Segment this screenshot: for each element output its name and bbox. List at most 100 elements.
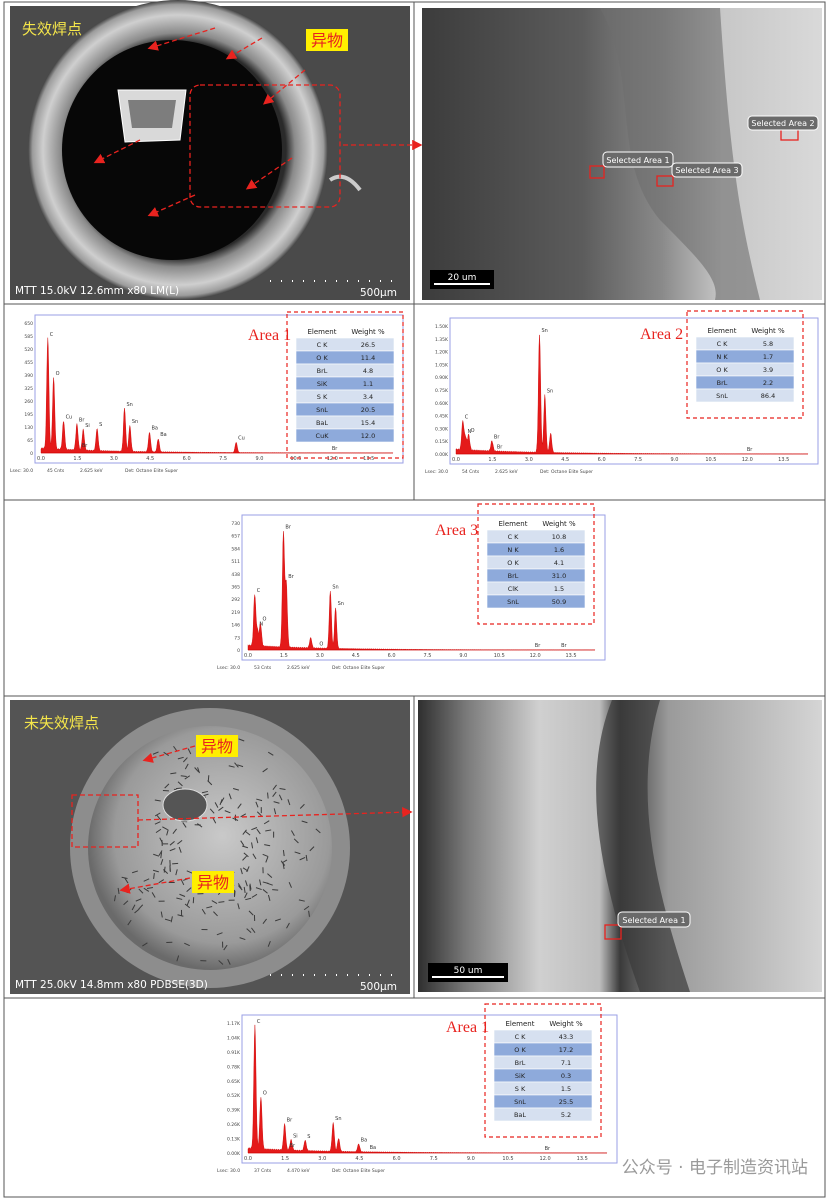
table-row	[486, 581, 586, 596]
table-row	[295, 402, 395, 417]
peak-label: Cu	[238, 435, 245, 441]
crack	[123, 900, 129, 906]
footer-text: Det: Octane Elite Super	[332, 1168, 385, 1174]
table-header: Weight %	[542, 520, 576, 528]
crack	[154, 799, 161, 802]
table-cell: SnL	[507, 598, 519, 606]
table-header: Element	[308, 328, 337, 336]
crack	[177, 781, 183, 787]
y-tick-label: 0.65K	[227, 1079, 241, 1085]
scale-label: 50 um	[454, 966, 483, 976]
peak-label: Sn	[547, 388, 553, 394]
x-tick-label: 9.0	[467, 1156, 475, 1162]
table-cell: BrL	[717, 379, 728, 387]
crack	[237, 764, 244, 768]
crack	[158, 850, 163, 856]
link-arrow	[137, 807, 413, 821]
crack	[286, 922, 290, 929]
crack	[290, 830, 295, 836]
y-tick-label: 0.78K	[227, 1064, 241, 1070]
table-cell: 4.8	[363, 367, 373, 375]
crack	[223, 944, 228, 951]
crack	[131, 870, 139, 874]
x-tick-label: 0.0	[244, 653, 252, 659]
crack	[248, 910, 254, 916]
watermark: 公众号 · 电子制造资讯站	[622, 1158, 808, 1178]
crack	[131, 904, 136, 911]
crack	[138, 888, 144, 894]
crack	[251, 842, 254, 849]
crack	[197, 767, 200, 774]
table-cell: 10.8	[552, 533, 566, 541]
crack	[194, 767, 199, 773]
crack	[121, 876, 128, 879]
peak-label: Br	[82, 443, 88, 449]
joint-label: 失效焊点	[22, 20, 82, 38]
crack	[303, 905, 310, 911]
crack	[175, 869, 178, 876]
footer-text: 2.625 keV	[495, 469, 519, 475]
crack	[242, 845, 249, 849]
crack	[293, 838, 299, 844]
crack	[242, 855, 247, 861]
crack	[267, 792, 269, 799]
y-tick-label: 0.00K	[227, 1151, 241, 1157]
table-row	[486, 542, 586, 557]
table-row	[695, 349, 795, 364]
footer-text: 2.625 keV	[80, 468, 104, 474]
table-row	[695, 336, 795, 351]
crack	[262, 881, 269, 884]
crack	[305, 854, 308, 862]
zoom-box	[71, 794, 139, 848]
crack	[245, 830, 251, 836]
peak-label: Br	[535, 643, 541, 649]
crack	[186, 887, 192, 892]
y-tick-label: 438	[231, 572, 240, 578]
table-row	[295, 389, 395, 404]
callout: 异物	[201, 737, 233, 756]
y-tick-label: 1.20K	[435, 350, 449, 356]
crack	[246, 866, 250, 873]
crack	[169, 840, 175, 846]
crack	[158, 879, 165, 884]
y-tick-label: 130	[24, 425, 33, 431]
x-tick-label: 3.0	[318, 1156, 326, 1162]
joint-label: 未失效焊点	[24, 714, 99, 732]
crack	[170, 772, 177, 775]
x-tick-label: 4.5	[355, 1156, 363, 1162]
table-row	[295, 337, 395, 352]
y-tick-label: 584	[231, 546, 240, 552]
crack	[172, 862, 179, 865]
arrows	[119, 745, 196, 894]
table-cell: BrL	[317, 367, 328, 375]
crack	[280, 860, 286, 866]
crack	[164, 783, 170, 789]
footer-text: 45 Cnts	[47, 468, 65, 474]
x-tick-label: 9.0	[256, 456, 264, 462]
y-tick-label: 0	[30, 451, 33, 457]
crack	[287, 799, 291, 806]
footer-text: Det: Octane Elite Super	[332, 665, 385, 671]
x-tick-label: 12.0	[742, 457, 753, 463]
crack	[163, 866, 166, 873]
y-tick-label: 1.05K	[435, 362, 449, 368]
pillar-top	[128, 100, 176, 128]
peak-label: Br	[290, 1143, 296, 1149]
table-cell: SnL	[316, 406, 328, 414]
crack	[196, 823, 203, 828]
peak-label: Ba	[152, 426, 159, 432]
crack	[177, 839, 183, 845]
peak-label: N	[259, 622, 263, 628]
peak-label: Sn	[335, 1116, 341, 1122]
table-cell: O K	[716, 366, 728, 374]
x-tick-label: 7.5	[430, 1156, 438, 1162]
table-cell: 4.1	[554, 559, 564, 567]
y-tick-label: 0	[237, 648, 240, 654]
x-tick-label: 1.5	[280, 653, 288, 659]
crack	[154, 821, 161, 825]
crack	[262, 853, 269, 857]
table-row	[493, 1042, 593, 1057]
table-cell: 15.4	[361, 419, 375, 427]
crack	[239, 937, 246, 941]
